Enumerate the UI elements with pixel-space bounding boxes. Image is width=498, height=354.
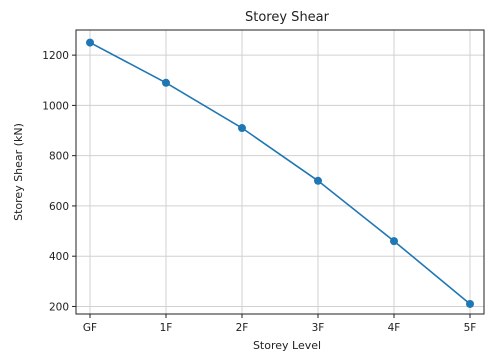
- x-tick-label: GF: [83, 322, 97, 334]
- data-point: [466, 299, 474, 308]
- x-tick-label: 5F: [464, 322, 477, 334]
- grid: [76, 30, 484, 314]
- y-tick-label: 400: [49, 251, 69, 263]
- series-layer: [86, 38, 474, 308]
- data-point: [314, 176, 322, 185]
- data-point: [390, 237, 398, 246]
- x-axis: GF 1F 2F 3F 4F 5F: [83, 314, 476, 334]
- data-point: [162, 78, 170, 87]
- x-tick-label: 2F: [236, 322, 249, 334]
- data-point: [86, 38, 94, 47]
- plot-frame: [75, 29, 485, 315]
- y-tick-label: 600: [49, 201, 69, 213]
- x-axis-label: Storey Level: [253, 339, 321, 352]
- x-tick-label: 3F: [312, 322, 325, 334]
- series-line: [89, 41, 471, 305]
- data-point: [238, 124, 246, 133]
- y-tick-label: 1000: [42, 100, 69, 112]
- x-tick-label: 4F: [388, 322, 401, 334]
- y-tick-label: 800: [49, 151, 69, 163]
- x-tick-label: 1F: [160, 322, 173, 334]
- y-axis: 200 400 600 800 1000 1200: [42, 50, 76, 313]
- y-axis-label: Storey Shear (kN): [12, 123, 25, 221]
- y-tick-label: 200: [49, 301, 69, 313]
- chart-title: Storey Shear: [245, 10, 330, 25]
- y-tick-label: 1200: [42, 50, 69, 62]
